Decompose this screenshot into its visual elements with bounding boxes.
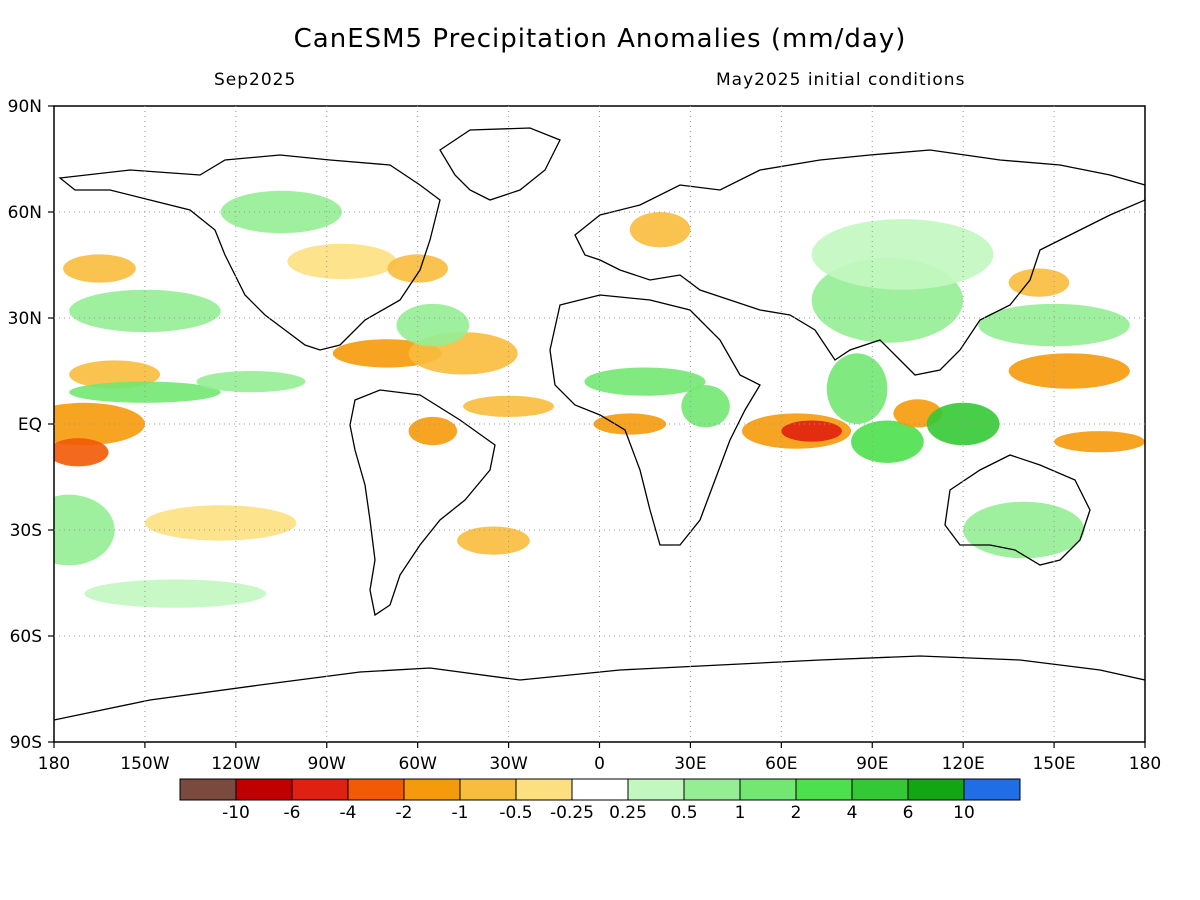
anomaly-region <box>781 420 842 442</box>
longitude-label: 90W <box>308 754 347 774</box>
coastline-greenland <box>439 127 561 201</box>
colorbar-tick-label: -0.25 <box>550 803 594 823</box>
latitude-label: 90S <box>10 733 42 753</box>
anomaly-region <box>629 212 691 248</box>
longitude-label: 150W <box>120 754 169 774</box>
anomaly-region <box>851 420 924 463</box>
latitude-label: 30S <box>10 521 42 541</box>
longitude-label: 150E <box>1032 754 1075 774</box>
anomaly-region <box>457 526 530 555</box>
longitude-label: 60E <box>765 754 797 774</box>
colorbar-tick-label: 0.25 <box>609 803 647 823</box>
subtitle-month: Sep2025 <box>214 70 297 90</box>
anomaly-region <box>84 579 267 608</box>
latitude-label: 60S <box>10 627 42 647</box>
colorbar-swatch <box>627 778 685 801</box>
longitude-label: 120W <box>211 754 260 774</box>
colorbar-swatch <box>459 778 517 801</box>
latitude-labels: 90N 60N 30N EQ 30S 60S 90S <box>8 97 42 753</box>
colorbar-tick-label: -0.5 <box>499 803 532 823</box>
anomaly-region <box>978 303 1130 347</box>
anomaly-region <box>387 254 448 283</box>
colorbar-swatch <box>235 778 293 801</box>
colorbar-swatch <box>179 778 237 801</box>
latitude-label: 30N <box>8 309 42 329</box>
colorbar-tick-label: 2 <box>791 803 802 823</box>
colorbar-swatch <box>571 778 629 801</box>
anomaly-region <box>69 381 221 403</box>
anomaly-region <box>287 243 397 280</box>
colorbar-swatch <box>291 778 349 801</box>
coastline-north-america <box>58 154 441 351</box>
latitude-label: 60N <box>8 203 42 223</box>
anomaly-region <box>196 371 306 393</box>
anomaly-region <box>811 219 994 290</box>
colorbar-tick-label: -6 <box>284 803 301 823</box>
coastline-antarctica <box>54 655 1145 721</box>
colorbar-tick-label: -1 <box>452 803 469 823</box>
longitude-label: 90E <box>856 754 888 774</box>
coastline-australia <box>944 454 1091 566</box>
gridlines <box>54 106 1145 742</box>
colorbar-tick-label: 10 <box>953 803 975 823</box>
colorbar-tick-label: 1 <box>735 803 746 823</box>
anomaly-region <box>396 303 470 347</box>
anomaly-region <box>408 416 458 446</box>
colorbar-swatch <box>851 778 909 801</box>
colorbar-tick-label: -2 <box>396 803 413 823</box>
longitude-label: 120E <box>942 754 985 774</box>
colorbar <box>179 778 1021 801</box>
colorbar-tick-label: 6 <box>903 803 914 823</box>
anomaly-region <box>54 438 109 467</box>
longitude-label: 30W <box>489 754 528 774</box>
colorbar-tick-label: -10 <box>222 803 250 823</box>
anomaly-region <box>584 367 706 396</box>
anomaly-region <box>681 385 730 428</box>
colorbar-swatch <box>683 778 741 801</box>
colorbar-tick-label: -4 <box>340 803 357 823</box>
longitude-label: 180 <box>1129 754 1161 774</box>
anomaly-shading <box>54 190 1145 608</box>
latitude-label: EQ <box>18 415 42 435</box>
anomaly-region <box>69 289 221 333</box>
axis-ticks <box>48 105 1146 748</box>
longitude-labels: 180 150W 120W 90W 60W 30W 0 30E 60E 90E 120E 150E 18… <box>38 754 1161 774</box>
anomaly-region <box>826 353 888 424</box>
colorbar-swatch <box>403 778 461 801</box>
anomaly-region <box>144 505 297 541</box>
anomaly-region <box>69 360 161 389</box>
longitude-label: 30E <box>674 754 706 774</box>
anomaly-region <box>1008 353 1130 389</box>
colorbar-swatch <box>515 778 573 801</box>
colorbar-swatch <box>907 778 965 801</box>
anomaly-region <box>220 190 342 234</box>
anomaly-region <box>63 254 136 283</box>
colorbar-labels: -10 -6 -4 -2 -1 -0.5 -0.25 0.25 0.5 1 2 4 6 10 <box>222 803 975 823</box>
coastline-africa <box>549 294 761 546</box>
colorbar-swatch <box>795 778 853 801</box>
longitude-label: 0 <box>594 754 605 774</box>
subtitle-initial-conditions: May2025 initial conditions <box>716 70 966 90</box>
anomaly-region <box>926 402 1000 446</box>
anomaly-region <box>1054 431 1145 453</box>
latitude-label: 90N <box>8 97 42 117</box>
longitude-label: 60W <box>398 754 437 774</box>
colorbar-swatch <box>347 778 405 801</box>
colorbar-tick-label: 0.5 <box>670 803 697 823</box>
colorbar-swatch <box>963 778 1021 801</box>
coastlines <box>54 127 1145 721</box>
coastline-south-america <box>349 389 496 617</box>
colorbar-swatch <box>739 778 797 801</box>
longitude-label: 180 <box>38 754 70 774</box>
map-title: CanESM5 Precipitation Anomalies (mm/day) <box>293 24 907 54</box>
coastline-eurasia <box>574 149 1145 376</box>
colorbar-tick-label: 4 <box>847 803 858 823</box>
anomaly-region <box>1008 268 1070 297</box>
anomaly-region <box>963 501 1085 559</box>
